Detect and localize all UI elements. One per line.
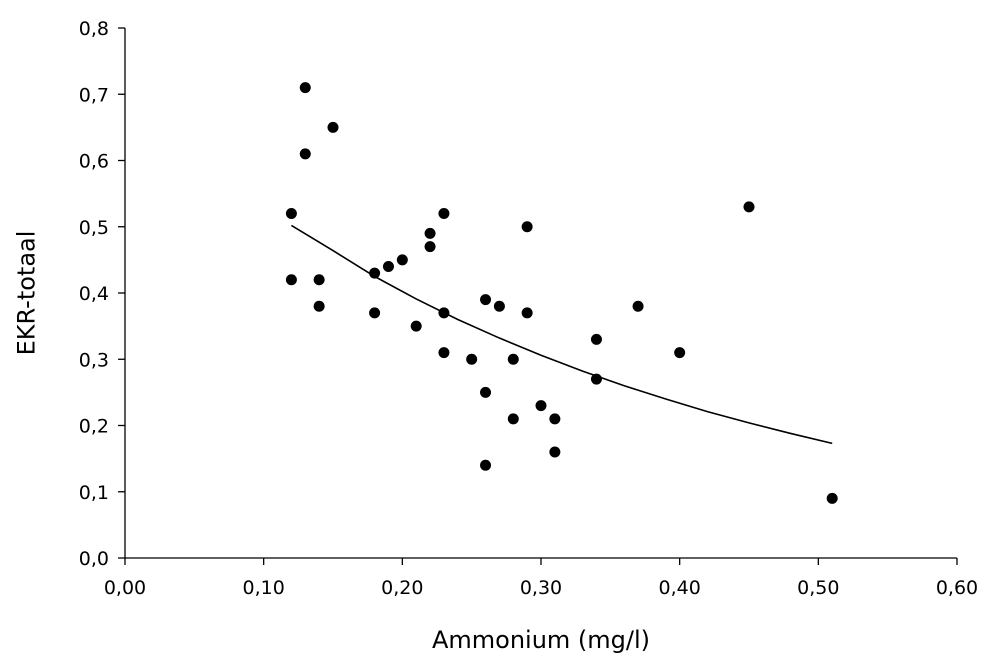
data-point	[535, 400, 547, 412]
data-point	[410, 320, 422, 332]
data-point	[632, 300, 644, 312]
data-point	[590, 373, 602, 385]
data-point	[424, 227, 436, 239]
x-tick-label: 0,10	[243, 577, 285, 599]
y-axis-ticks: 0,0 0,1 0,2 0,3 0,4 0,5 0,6 0,7 0,8	[79, 18, 125, 570]
y-tick-label: 0,1	[79, 482, 109, 504]
data-point	[826, 492, 838, 504]
data-point	[299, 148, 311, 160]
x-tick-label: 0,60	[936, 577, 978, 599]
data-point	[480, 386, 492, 398]
data-point	[466, 353, 478, 365]
y-tick-label: 0,7	[79, 84, 109, 106]
data-point	[480, 294, 492, 306]
data-point	[285, 208, 297, 219]
y-tick-label: 0,3	[79, 349, 109, 371]
x-tick-label: 0,50	[797, 577, 839, 599]
y-tick-label: 0,4	[79, 283, 109, 305]
data-point	[438, 307, 450, 319]
data-point	[743, 201, 755, 213]
trendline	[290, 224, 833, 445]
data-point	[521, 221, 533, 233]
x-tick-label: 0,30	[520, 577, 562, 599]
data-point	[285, 274, 297, 286]
y-axis-title: EKR-totaal	[12, 231, 40, 356]
data-point	[299, 82, 311, 94]
x-axis-ticks: 0,00 0,10 0,20 0,30 0,40 0,50 0,60	[104, 558, 978, 599]
x-axis-title: Ammonium (mg/l)	[432, 626, 650, 654]
y-tick-label: 0,0	[79, 548, 109, 570]
data-point	[382, 261, 394, 272]
x-tick-label: 0,00	[104, 577, 146, 599]
data-point	[438, 208, 450, 219]
data-point	[313, 274, 325, 286]
data-point	[480, 459, 492, 471]
data-point	[327, 121, 339, 133]
x-tick-label: 0,40	[659, 577, 701, 599]
data-point	[507, 353, 519, 365]
data-point	[438, 347, 450, 359]
data-point	[313, 300, 325, 312]
data-point	[396, 254, 408, 266]
data-point	[590, 333, 602, 345]
data-point	[549, 413, 561, 425]
x-tick-label: 0,20	[381, 577, 423, 599]
y-tick-label: 0,6	[79, 151, 109, 173]
data-point	[424, 241, 436, 253]
data-point	[674, 347, 686, 359]
data-points	[285, 82, 838, 504]
data-point	[507, 413, 519, 425]
y-tick-label: 0,8	[79, 18, 109, 40]
data-point	[549, 446, 561, 458]
data-point	[521, 307, 533, 319]
y-tick-label: 0,5	[79, 217, 109, 239]
data-point	[369, 307, 381, 319]
y-tick-label: 0,2	[79, 416, 109, 438]
data-point	[369, 267, 381, 279]
data-point	[493, 300, 505, 312]
